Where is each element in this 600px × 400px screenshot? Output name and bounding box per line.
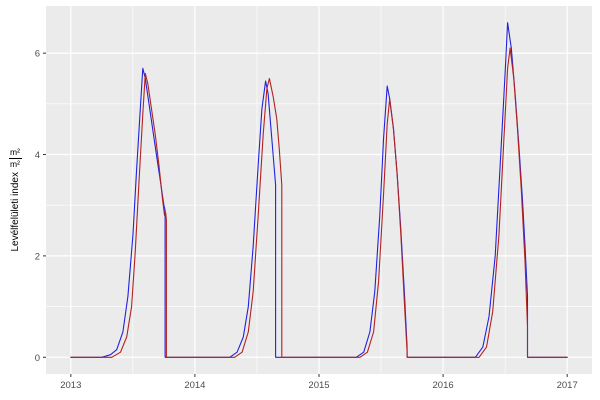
fraction-bar [8, 158, 22, 160]
y-tick-label: 6 [35, 49, 40, 60]
y-axis-unit-fraction: m² m² [8, 147, 22, 170]
y-axis-title: m² m² Levélfelületi index [2, 0, 28, 400]
x-tick-label: 2013 [60, 380, 81, 391]
y-tick-label: 0 [35, 353, 40, 364]
y-tick-label: 4 [35, 150, 40, 161]
series-blue [70, 22, 568, 358]
y-tick-label: 2 [35, 251, 40, 262]
x-tick-label: 2014 [184, 380, 205, 391]
x-tick-label: 2017 [557, 380, 578, 391]
unit-denominator: m² [10, 159, 20, 170]
x-tick-label: 2016 [433, 380, 454, 391]
x-tick-label: 2015 [308, 380, 329, 391]
series-red [70, 47, 568, 358]
unit-numerator: m² [10, 147, 20, 158]
y-axis-title-text: Levélfelületi index [9, 172, 21, 252]
